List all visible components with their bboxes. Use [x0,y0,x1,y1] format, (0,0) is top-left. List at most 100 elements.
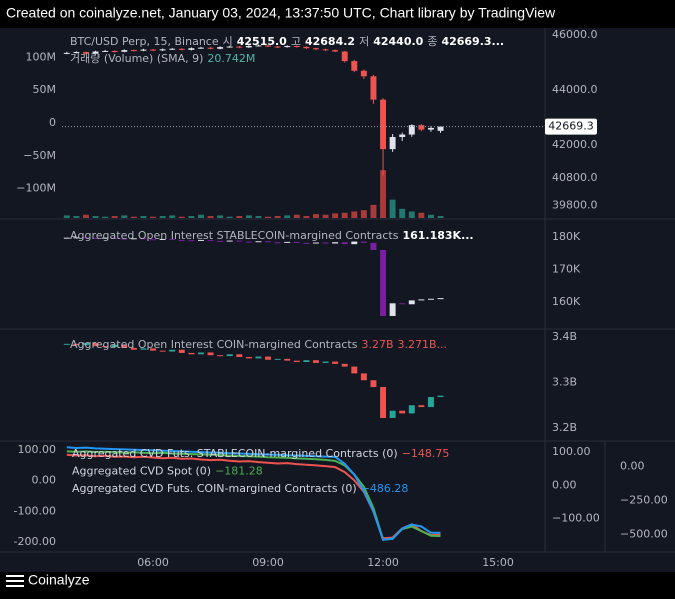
legend-part: 161.183K... [402,229,473,242]
volume-bar [370,204,377,218]
legend-part: 3.27B [361,338,393,351]
tick-label: 42000.0 [552,138,598,151]
volume-bar [178,216,185,218]
candle-body [399,410,406,414]
candle-body [389,303,396,316]
candle-body [341,363,348,367]
candle-body [332,242,339,244]
tick-label: 3.3B [552,375,577,388]
volume-bar [236,216,243,218]
cvd-line [66,446,441,541]
candle-body [360,373,367,381]
tick-label: 3.4B [552,330,577,343]
volume-bar [130,216,137,218]
volume-bar [437,216,444,218]
volume-bar [332,213,339,218]
candle-body [236,46,243,48]
candle-body [418,125,425,130]
volume-bar [303,216,310,218]
volume-bar [284,215,291,218]
series-legend: Aggregated CVD Futs. COIN-margined Contr… [72,482,408,495]
candle-body [341,51,348,62]
candle-body [322,361,329,363]
candle-body [111,50,118,52]
volume-bar [341,212,348,218]
candle-body [303,46,310,49]
volume-bar [217,215,224,218]
candle-body [217,47,224,49]
candle-body [130,50,137,52]
candle-body [341,242,348,245]
candle-body [92,237,99,239]
candle-body [159,49,166,51]
candle-body [274,46,281,48]
tick-label: 46000.0 [552,28,598,41]
legend-part: 42515.0 [237,35,287,48]
volume-bar [121,215,128,218]
candle-body [111,237,118,239]
candle-body [178,239,185,241]
volume-bar [159,216,166,218]
series-legend: Aggregated Open Interest COIN-margined C… [70,338,447,351]
volume-bar [150,216,157,218]
candle-body [121,50,128,52]
candle-body [82,52,89,54]
tick-label: 100M [26,50,57,63]
candle-body [63,52,70,54]
volume-bar [245,215,252,218]
tick-label: 100.00 [552,445,591,458]
candle-body [370,242,377,251]
legend-part: 시 [223,35,233,48]
candle-body [73,52,80,54]
candle-body [408,405,415,414]
candle-body [360,70,367,77]
volume-bar [111,216,118,218]
volume-bar [226,216,233,218]
candle-body [159,238,166,240]
legend-part: 저 [359,35,369,48]
volume-bar [322,214,329,218]
candle-body [63,237,70,239]
menu-line [6,585,24,587]
series-legend: Aggregated Open Interest STABLECOIN-marg… [70,229,474,242]
volume-legend: 거래량 (Volume) (SMA, 9) 20.742M [70,52,255,65]
candle-body [140,348,147,350]
volume-bar [102,216,109,218]
candle-body [197,239,204,241]
x-tick-label: 09:00 [252,556,284,569]
candle-body [82,342,89,346]
candle-body [274,242,281,244]
menu-icon[interactable] [6,575,24,587]
legend-part: BTC/USD Perp, 15, Binance [70,35,219,48]
candle-body [178,48,185,50]
legend-part: 3.271B... [398,338,448,351]
candle-body [130,347,137,350]
candle-body [293,46,300,48]
series-legend: BTC/USD Perp, 15, Binance 시 42515.0 고 42684.… [70,35,504,48]
candle-body [312,242,319,244]
tick-label: −100.00 [552,511,600,524]
volume-bar [389,199,396,218]
candle-body [265,241,272,243]
candle-body [245,357,252,359]
volume-bar [92,216,99,218]
candle-body [284,241,291,243]
tick-label: 180K [552,230,581,243]
candle-body [312,48,319,50]
volume-bar [207,216,214,218]
candle-body [303,242,310,244]
brand[interactable]: Coinalyze [28,572,90,588]
candle-body [92,51,99,54]
tick-label: −50M [23,149,56,162]
menu-line [6,575,24,577]
candle-body [408,300,415,305]
legend-part: 42684.2 [305,35,355,48]
candle-body [418,405,425,408]
candle-body [73,237,80,239]
candle-body [150,49,157,51]
candle-body [150,239,157,241]
candle-body [399,303,406,305]
tick-label: 40800.0 [552,171,598,184]
candle-body [197,352,204,355]
